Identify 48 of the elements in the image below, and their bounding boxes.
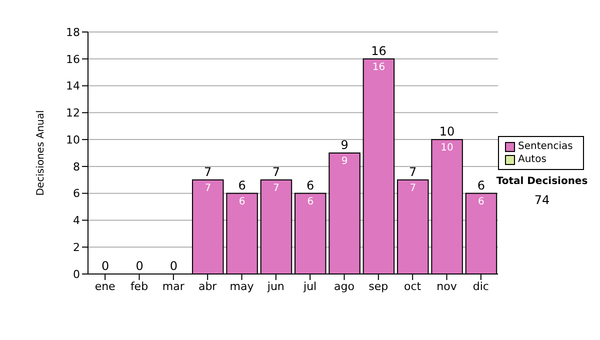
total-label: 16 xyxy=(371,44,386,58)
data-label: 7 xyxy=(273,182,280,194)
total-label: 10 xyxy=(439,124,455,139)
data-label: 16 xyxy=(372,62,386,73)
y-tick-label: 18 xyxy=(66,26,80,39)
total-label: 7 xyxy=(204,164,212,179)
x-tick-label: ene xyxy=(94,280,116,293)
y-tick-label: 12 xyxy=(66,106,80,120)
x-tick-label: sep xyxy=(368,280,388,293)
data-label: 6 xyxy=(238,196,246,208)
x-tick-label: may xyxy=(230,280,254,293)
x-tick-label: jun xyxy=(266,280,284,293)
total-label: 7 xyxy=(272,164,280,179)
x-tick-label: mar xyxy=(162,280,185,293)
y-tick-label: 14 xyxy=(66,80,80,93)
x-tick-label: dic xyxy=(472,280,489,293)
x-tick-label: ago xyxy=(334,280,355,293)
data-label: 10 xyxy=(440,142,454,154)
data-label: 6 xyxy=(478,196,484,208)
data-label: 7 xyxy=(204,182,212,194)
y-axis-title: Decisiones Anual xyxy=(36,110,47,196)
y-tick-label: 0 xyxy=(73,268,80,281)
data-label: 7 xyxy=(410,182,416,194)
annotation: Total Decisiones xyxy=(495,176,589,187)
x-tick-label: feb xyxy=(130,280,148,293)
total-label: 0 xyxy=(136,259,144,273)
x-tick-label: oct xyxy=(404,280,422,293)
y-tick-label: 2 xyxy=(73,241,80,254)
data-label: 6 xyxy=(307,196,314,208)
x-tick-label: jul xyxy=(302,280,317,293)
total-label: 9 xyxy=(340,138,348,152)
data-label: 9 xyxy=(341,156,348,167)
y-tick-label: 8 xyxy=(73,160,80,174)
x-tick-label: nov xyxy=(436,280,458,293)
total-label: 6 xyxy=(306,178,314,192)
y-tick-label: 6 xyxy=(73,187,80,200)
y-tick-label: 16 xyxy=(66,52,80,66)
total-label: 0 xyxy=(102,259,110,273)
x-tick-label: abr xyxy=(198,280,218,293)
total-label: 6 xyxy=(477,178,486,192)
total-label: 6 xyxy=(238,178,246,192)
y-tick-label: 4 xyxy=(73,214,80,228)
y-tick-label: 10 xyxy=(66,133,80,146)
legend-label: Autos xyxy=(518,153,546,166)
total-label: 0 xyxy=(170,259,178,273)
total-label: 7 xyxy=(409,164,417,179)
legend-label: Sentencias xyxy=(518,140,573,153)
text: 74 xyxy=(533,193,551,207)
